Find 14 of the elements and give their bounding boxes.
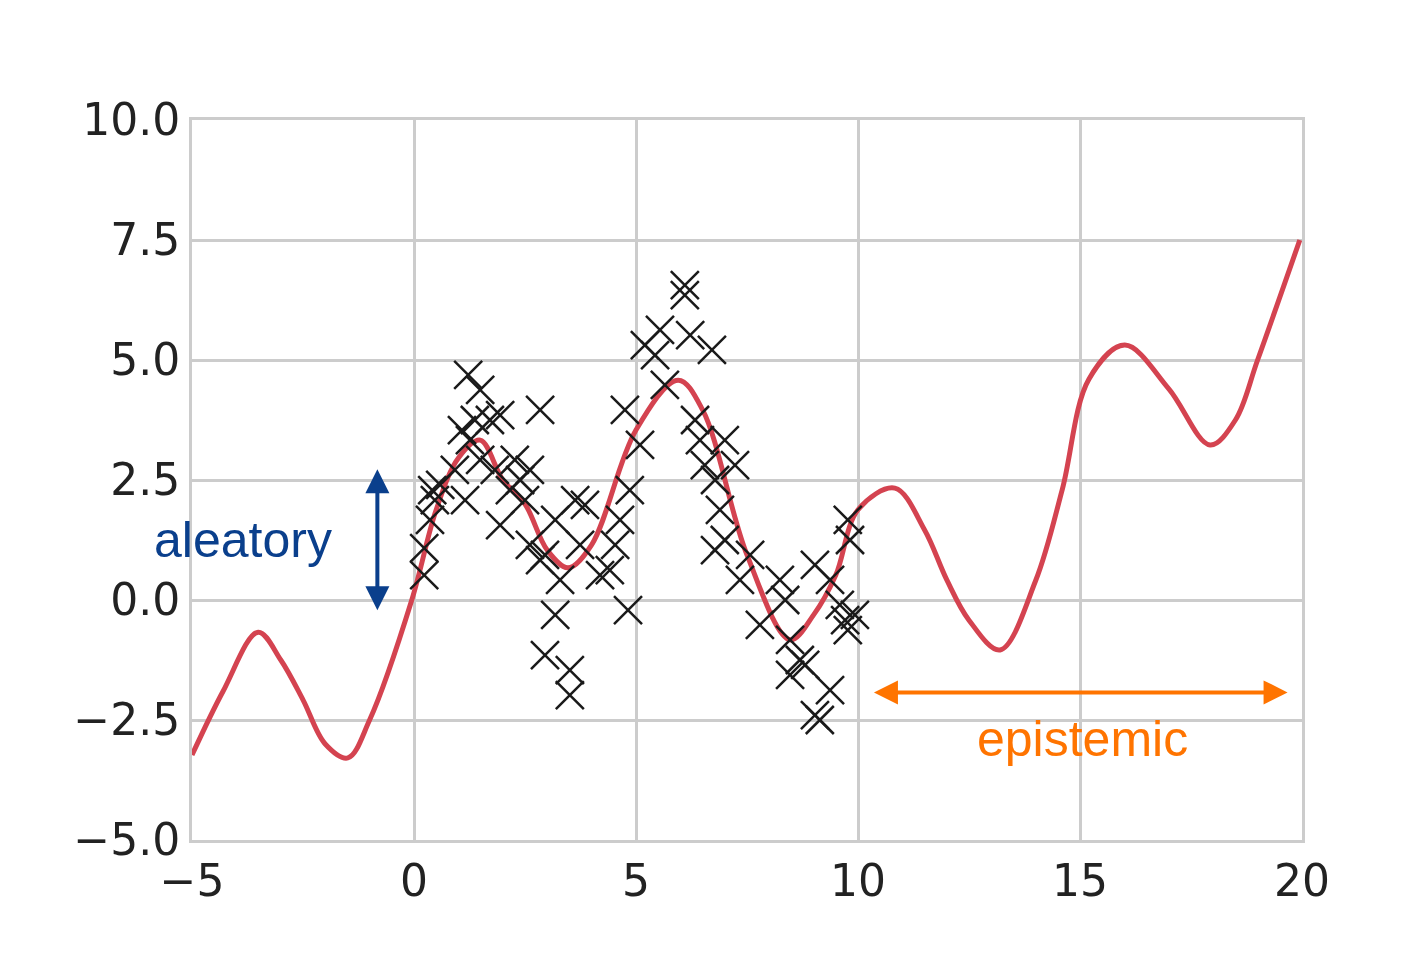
y-tick-label: 5.0: [110, 334, 181, 386]
x-tick-label: 10: [830, 854, 886, 906]
y-tick-label: 10.0: [82, 94, 181, 146]
y-tick-label: 0.0: [110, 574, 181, 626]
x-tick-label: 20: [1274, 854, 1330, 906]
y-tick-label: 2.5: [110, 454, 181, 506]
x-tick-label: 5: [622, 854, 650, 906]
x-tick-label: 15: [1052, 854, 1108, 906]
y-tick-label: −5.0: [73, 814, 181, 866]
x-tick-label: 0: [400, 854, 428, 906]
y-tick-label: 7.5: [110, 214, 181, 266]
y-tick-label: −2.5: [73, 694, 181, 746]
annotation: epistemic: [977, 711, 1189, 767]
annotation: aleatory: [154, 512, 332, 568]
